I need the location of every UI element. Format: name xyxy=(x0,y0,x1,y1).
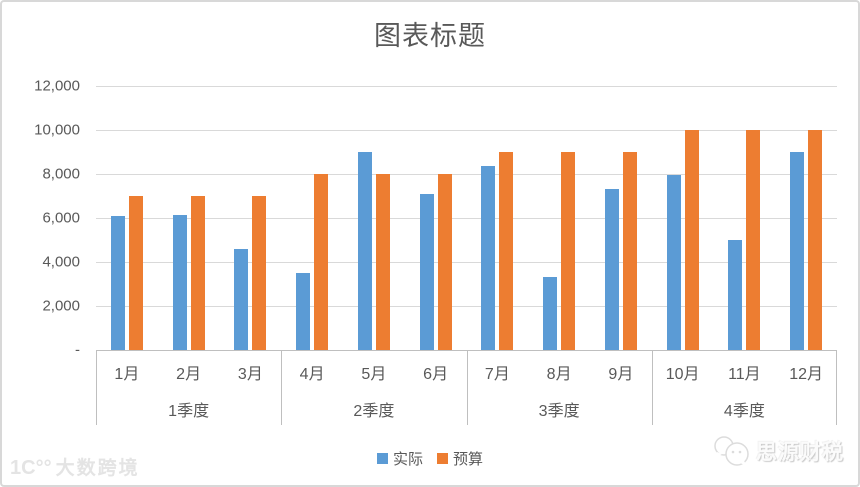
y-tick-label: 8,000 xyxy=(42,165,80,183)
month-label-2月: 2月 xyxy=(176,365,202,383)
bar-实际-3月 xyxy=(234,249,249,350)
bar-实际-9月 xyxy=(604,189,619,350)
bar-实际-1月 xyxy=(110,216,125,350)
gridline xyxy=(96,174,837,175)
bar-预算-3月 xyxy=(252,196,267,350)
month-slot-5月 xyxy=(343,86,405,350)
month-slot-6月 xyxy=(405,86,467,350)
gridline xyxy=(96,130,837,131)
month-slot-7月 xyxy=(467,86,529,350)
month-slot-11月 xyxy=(714,86,776,350)
bar-预算-7月 xyxy=(499,152,514,350)
bar-预算-6月 xyxy=(437,174,452,350)
bar-预算-10月 xyxy=(684,130,699,350)
month-label-6月: 6月 xyxy=(423,365,449,383)
y-tick-label: 2,000 xyxy=(42,297,80,315)
quarter-label-4季度: 4季度 xyxy=(723,402,765,420)
bar-预算-1月 xyxy=(128,196,143,350)
gridline xyxy=(96,306,837,307)
gridline xyxy=(96,86,837,87)
legend-item-实际: 实际 xyxy=(376,448,423,469)
y-tick-label: 12,000 xyxy=(34,77,80,95)
plot-area xyxy=(96,86,837,351)
bar-实际-10月 xyxy=(666,175,681,350)
month-slot-9月 xyxy=(590,86,652,350)
quarter-label-3季度: 3季度 xyxy=(538,402,580,420)
legend-label: 预算 xyxy=(453,451,484,468)
month-slot-10月 xyxy=(652,86,714,350)
gridline xyxy=(96,218,837,219)
month-label-11月: 11月 xyxy=(728,365,761,383)
bar-实际-5月 xyxy=(357,152,372,350)
y-tick-label: 10,000 xyxy=(34,121,80,139)
bar-实际-8月 xyxy=(543,277,558,350)
bar-预算-2月 xyxy=(190,196,205,350)
bar-实际-11月 xyxy=(728,240,743,350)
month-label-4月: 4月 xyxy=(299,365,325,383)
bar-预算-12月 xyxy=(808,130,823,350)
bar-series-container xyxy=(96,86,837,350)
quarter-label-2季度: 2季度 xyxy=(353,402,395,420)
month-label-1月: 1月 xyxy=(114,365,140,383)
chart-title: 图表标题 xyxy=(374,21,486,51)
month-labels-row: 1月 2月 3月 4月 5月 6月 7月 8月 9月 10月 11月 12月 xyxy=(96,351,837,392)
month-slot-4月 xyxy=(281,86,343,350)
legend-label: 实际 xyxy=(392,451,423,468)
quarter-labels-row: 1季度 2季度 3季度 4季度 xyxy=(96,392,837,425)
axis-separator xyxy=(652,351,653,425)
month-slot-12月 xyxy=(775,86,837,350)
month-label-3月: 3月 xyxy=(237,365,263,383)
axis-separator xyxy=(836,351,837,425)
month-label-10月: 10月 xyxy=(665,365,700,383)
bar-实际-4月 xyxy=(296,273,311,350)
month-label-12月: 12月 xyxy=(789,365,824,383)
x-axis: 1月 2月 3月 4月 5月 6月 7月 8月 9月 10月 11月 12月 1季度 2季度 3季度 4季度 xyxy=(96,351,837,425)
bar-实际-2月 xyxy=(172,215,187,350)
bar-预算-11月 xyxy=(746,130,761,350)
axis-separator xyxy=(281,351,282,425)
y-tick-label: - xyxy=(75,341,80,359)
bar-预算-8月 xyxy=(561,152,576,350)
bar-预算-4月 xyxy=(314,174,329,350)
month-label-8月: 8月 xyxy=(546,365,572,383)
axis-separator xyxy=(467,351,468,425)
legend: 实际 预算 xyxy=(2,448,858,469)
legend-item-预算: 预算 xyxy=(437,448,483,469)
month-slot-3月 xyxy=(220,86,282,350)
legend-swatch-icon xyxy=(437,453,448,464)
legend-swatch-icon xyxy=(376,453,388,464)
bar-实际-12月 xyxy=(790,152,805,350)
month-label-7月: 7月 xyxy=(484,365,510,383)
gridline xyxy=(96,262,837,263)
month-slot-2月 xyxy=(158,86,220,350)
bar-实际-6月 xyxy=(419,194,434,350)
month-slot-1月 xyxy=(96,86,158,350)
y-tick-label: 6,000 xyxy=(42,209,80,227)
y-tick-label: 4,000 xyxy=(42,253,80,271)
month-slot-8月 xyxy=(528,86,590,350)
quarter-label-1季度: 1季度 xyxy=(168,402,210,420)
bar-预算-5月 xyxy=(375,174,390,350)
y-axis-labels: - 2,000 4,000 6,000 8,000 10,000 12,000 xyxy=(2,78,80,359)
bar-实际-7月 xyxy=(481,166,496,350)
bar-预算-9月 xyxy=(622,152,637,350)
month-label-5月: 5月 xyxy=(361,365,387,383)
month-label-9月: 9月 xyxy=(608,365,634,383)
axis-separator xyxy=(96,351,97,425)
